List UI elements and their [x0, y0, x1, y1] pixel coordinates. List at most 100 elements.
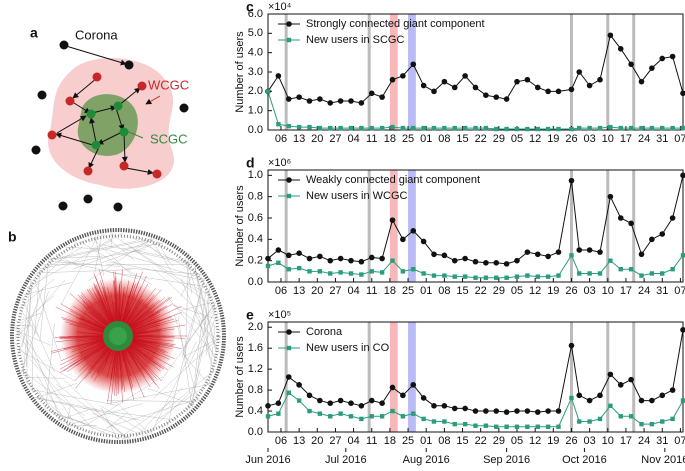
legend-marker [286, 177, 292, 183]
x-tick-label: 26 [565, 435, 577, 447]
marker [534, 251, 541, 258]
x-tick-label: 20 [311, 133, 323, 145]
marker [555, 88, 562, 95]
highlight-band [389, 322, 398, 432]
marker [400, 125, 406, 131]
marker [411, 267, 416, 272]
highlight-band [389, 14, 398, 130]
marker [451, 257, 458, 264]
marker [358, 403, 365, 409]
x-tick-label: 29 [493, 285, 505, 297]
x-tick-label: 13 [293, 435, 305, 447]
legend-marker [286, 193, 292, 199]
marker [524, 76, 531, 83]
marker [389, 384, 396, 391]
marker [568, 342, 575, 349]
marker [348, 414, 354, 419]
marker [420, 82, 427, 89]
marker [431, 419, 437, 424]
marker [494, 424, 499, 429]
x-tick-label: 07 [674, 285, 685, 297]
x-tick-label: 05 [511, 133, 523, 145]
x-tick-label: 27 [329, 435, 341, 447]
marker [348, 400, 354, 406]
marker [504, 275, 509, 280]
marker [420, 395, 427, 401]
marker [390, 408, 395, 414]
marker [659, 55, 666, 62]
marker [670, 125, 675, 131]
diagram: a [30, 25, 189, 212]
y-axis-label: Number of users [234, 185, 246, 267]
marker [534, 84, 541, 91]
marker [431, 403, 437, 409]
marker [569, 395, 574, 401]
marker [586, 247, 593, 253]
x-tick-label: 25 [402, 435, 414, 447]
marker [618, 414, 623, 419]
marker [628, 376, 634, 383]
ring [16, 234, 220, 438]
month-label: Jul 2016 [325, 454, 367, 466]
highlight-band [408, 322, 416, 432]
marker [431, 88, 437, 95]
x-tick-label: 10 [602, 435, 614, 447]
marker [483, 275, 489, 280]
x-tick-label: 13 [293, 133, 305, 145]
marker [462, 421, 468, 427]
marker [296, 398, 302, 403]
marker [337, 255, 344, 262]
marker [576, 247, 583, 253]
marker [400, 269, 406, 274]
marker [597, 125, 603, 131]
marker [493, 94, 500, 100]
marker [577, 271, 582, 276]
marker [545, 408, 551, 414]
marker [317, 253, 323, 260]
marker [306, 392, 313, 399]
wcgc-nodes [47, 72, 162, 179]
marker [617, 382, 624, 388]
marker [545, 126, 551, 132]
highlight-line [632, 14, 636, 130]
marker [368, 397, 375, 404]
x-tick-label: 17 [620, 285, 632, 297]
marker [411, 125, 416, 131]
x-tick-label: 03 [584, 285, 596, 297]
marker [317, 397, 323, 404]
legend-marker [286, 345, 292, 351]
marker [587, 271, 592, 276]
marker [607, 193, 614, 200]
marker [597, 76, 603, 83]
x-tick-label: 26 [565, 285, 577, 297]
legend-label: Corona [306, 326, 343, 338]
marker [597, 271, 603, 276]
marker [327, 257, 334, 264]
month-label: Nov 2016 [641, 454, 685, 466]
marker [369, 125, 374, 131]
x-tick-label: 31 [656, 133, 668, 145]
marker [276, 260, 281, 265]
x-tick-label: 01 [420, 285, 432, 297]
marker [442, 273, 447, 278]
y-tick-label: 0.0 [248, 124, 263, 136]
marker [660, 125, 665, 131]
marker [265, 414, 271, 419]
marker [441, 403, 448, 409]
marker [452, 125, 457, 131]
marker [568, 177, 575, 184]
x-tick-label: 19 [547, 285, 559, 297]
x-tick-label: 08 [438, 435, 450, 447]
x-tick-label: 06 [275, 133, 287, 145]
y-tick-label: 0.4 [248, 405, 263, 417]
marker [514, 257, 520, 264]
marker [556, 273, 561, 278]
marker [649, 397, 655, 404]
marker [473, 125, 478, 131]
marker [597, 416, 603, 422]
marker [628, 61, 634, 68]
axis-offset: ×10⁴ [268, 1, 292, 13]
x-tick-label: 15 [456, 285, 468, 297]
marker [524, 408, 531, 414]
series-line [267, 91, 683, 130]
